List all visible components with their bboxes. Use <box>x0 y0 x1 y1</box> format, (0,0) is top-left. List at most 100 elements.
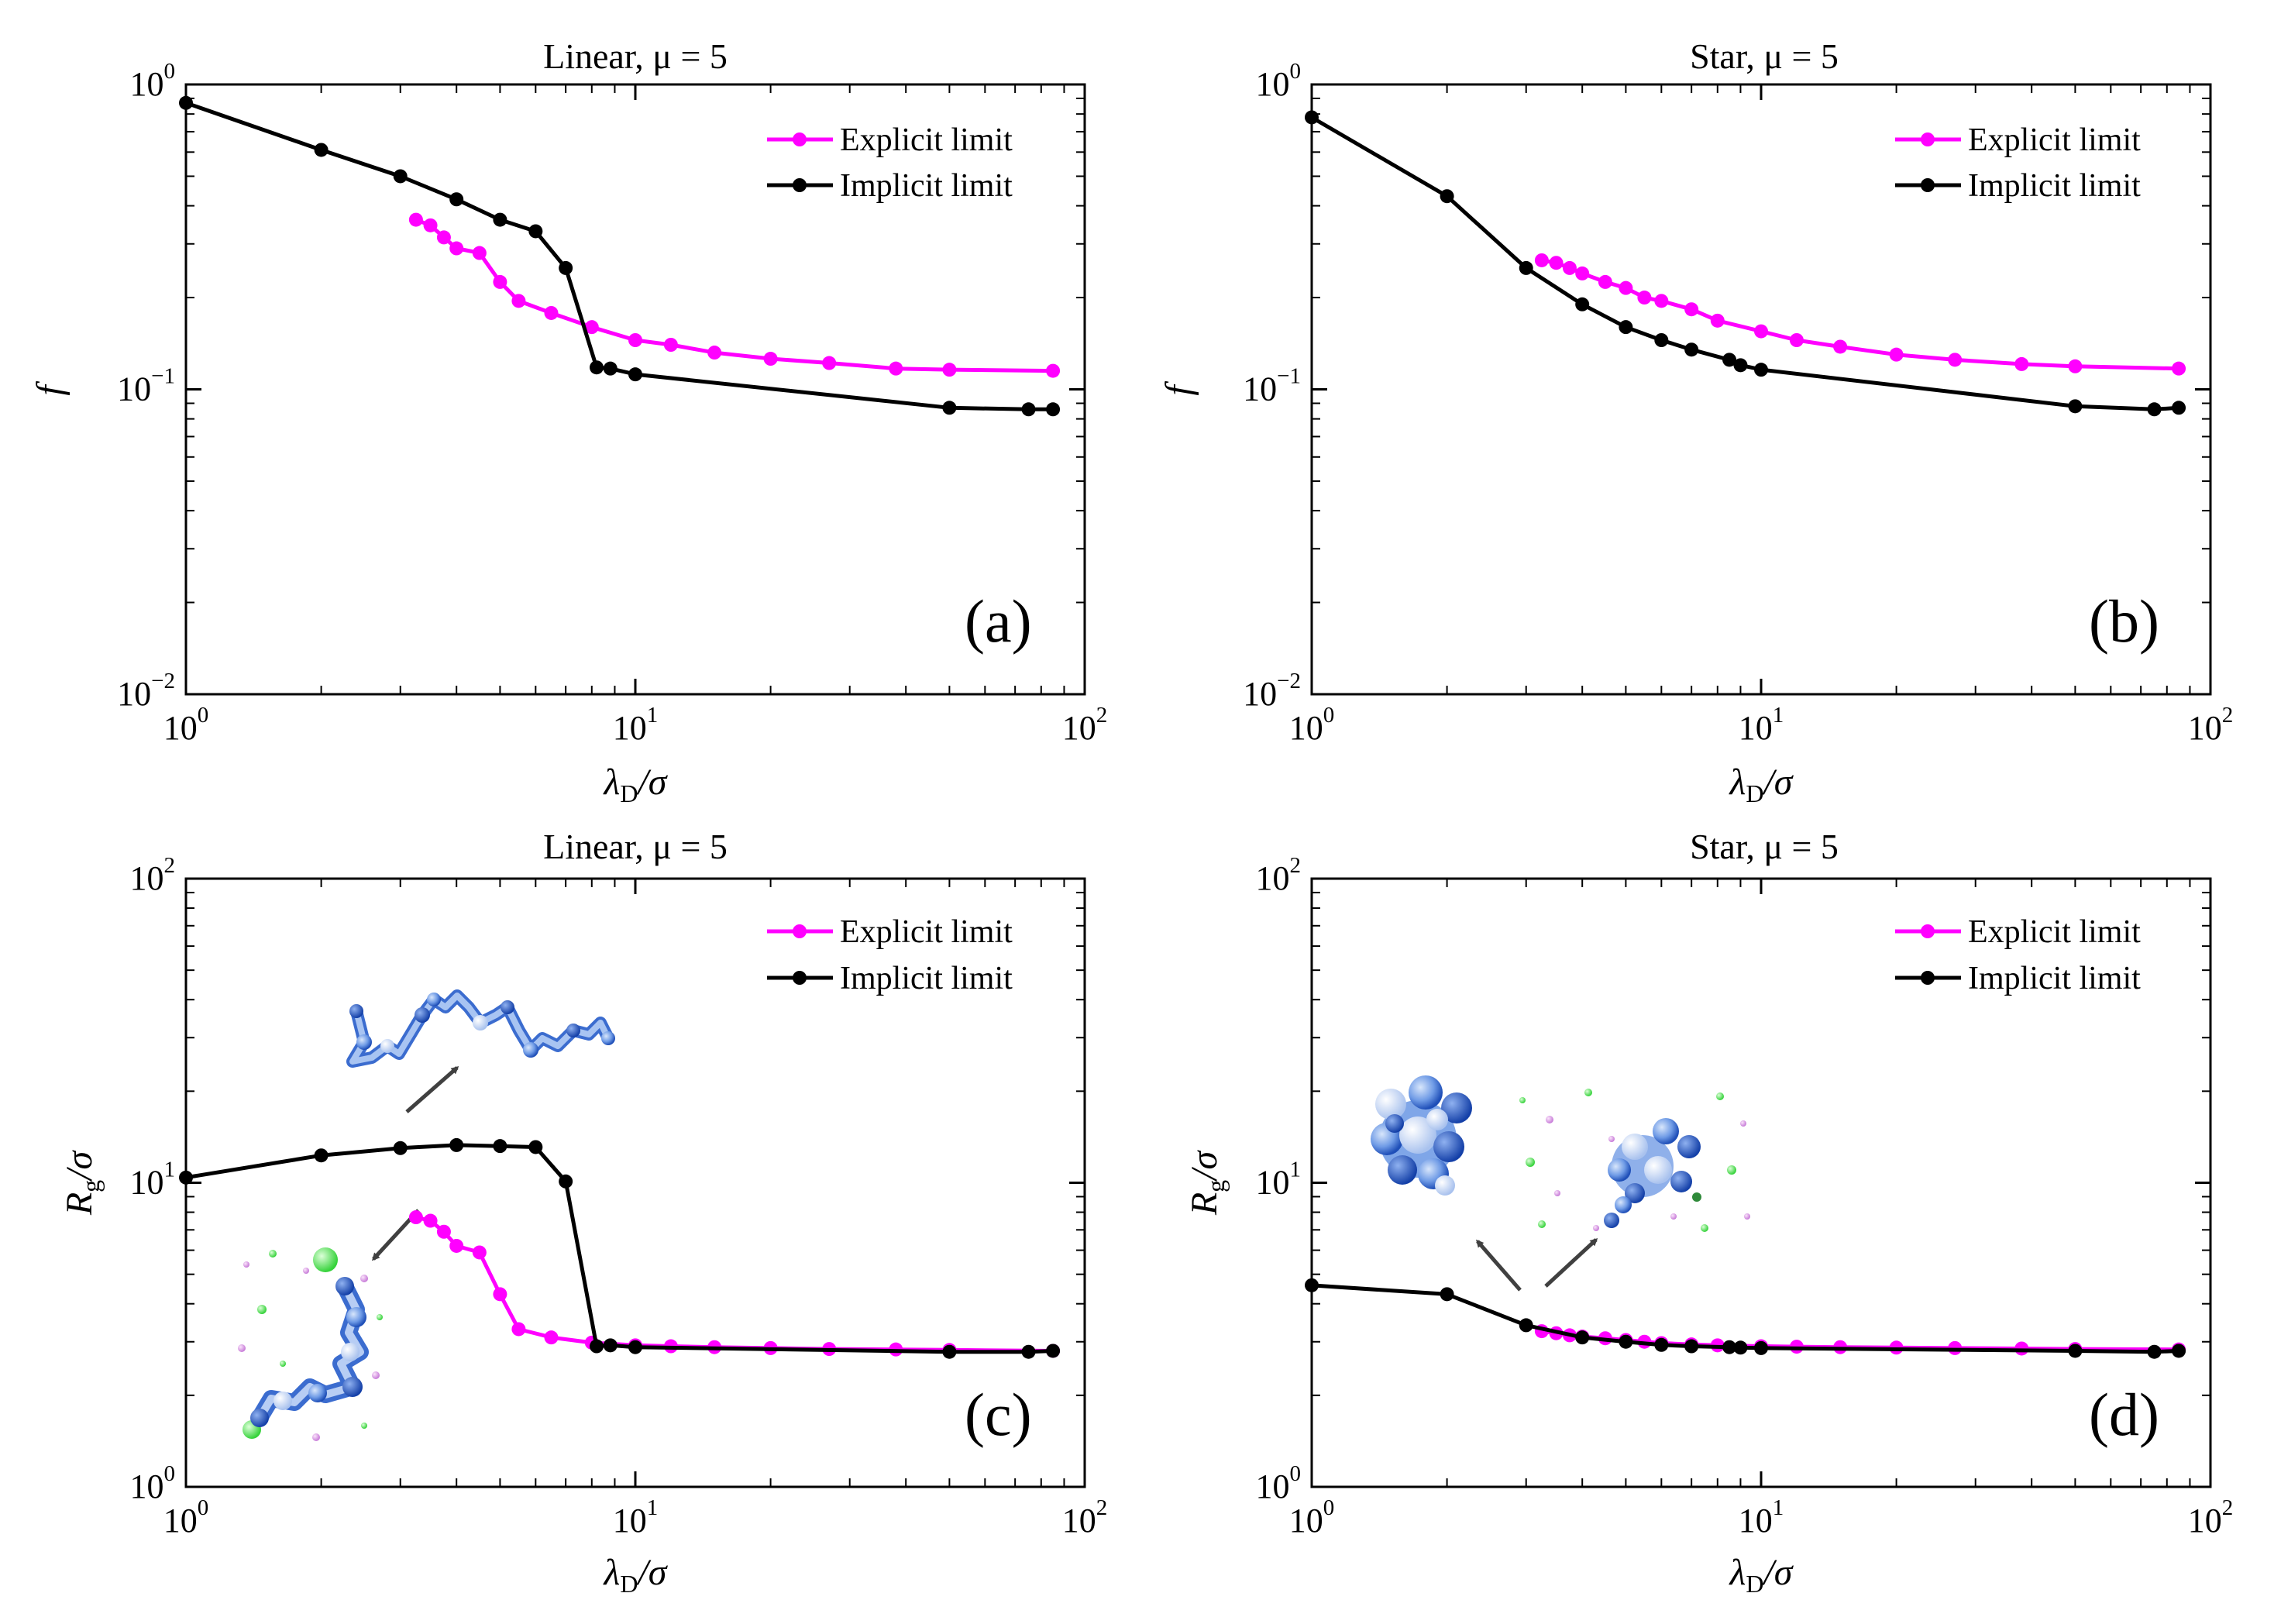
y-tick-label: 10−2 <box>1243 669 1301 713</box>
explicit-limit-point <box>2068 359 2083 373</box>
explicit-limit-point <box>493 1287 507 1302</box>
panel-b: Star, μ = 5 100 101 102 10−2 10−1 100 Explic… <box>1158 36 2233 807</box>
legend: Explicit limit Implicit limit <box>1895 122 2141 204</box>
panel-d: Star, μ = 5 100 101 102 100 101 102 <box>1184 827 2233 1598</box>
annotation-arrow <box>1544 1237 1598 1288</box>
implicit-limit-point <box>1722 1340 1737 1354</box>
implicit-limit-point <box>1733 358 1748 373</box>
implicit-limit-point <box>1305 1278 1319 1292</box>
implicit-limit-point <box>942 1344 957 1359</box>
explicit-limit-point <box>1046 363 1061 378</box>
y-tick-label: 100 <box>1256 59 1302 103</box>
panel-label: (c) <box>965 1381 1032 1448</box>
implicit-limit-point <box>1654 333 1669 348</box>
implicit-limit-point <box>628 1340 642 1354</box>
x-ticks: 100 101 102 <box>163 84 1108 747</box>
y-tick-label: 101 <box>1256 1158 1302 1202</box>
panel-title: Star, μ = 5 <box>1690 827 1839 866</box>
explicit-limit-point <box>436 230 451 245</box>
explicit-limit-point <box>1754 324 1768 339</box>
explicit-limit-point <box>942 363 957 377</box>
y-axis-label: Rg/σ <box>59 1150 105 1216</box>
explicit-limit-point <box>1654 294 1669 308</box>
y-ticks: 100 101 102 <box>130 853 1085 1505</box>
panel-label: (d) <box>2089 1381 2159 1448</box>
x-axis-label: λD/σ <box>1729 1552 1794 1598</box>
x-axis-label: λD/σ <box>603 762 669 807</box>
explicit-limit-point <box>408 212 423 227</box>
explicit-limit-line <box>415 1215 1054 1353</box>
implicit-limit-point <box>393 169 408 184</box>
explicit-limit-point <box>1534 253 1549 267</box>
y-ticks: 10−2 10−1 100 <box>117 59 1085 713</box>
legend-explicit-marker <box>793 132 807 146</box>
legend-implicit-label: Implicit limit <box>1968 168 2141 204</box>
legend-explicit-marker <box>1921 924 1935 938</box>
implicit-limit-point <box>590 1339 604 1354</box>
explicit-limit-point <box>763 352 778 366</box>
legend-implicit-label: Implicit limit <box>840 961 1013 996</box>
y-tick-label: 102 <box>130 853 176 897</box>
y-tick-label: 100 <box>130 1461 176 1505</box>
legend: Explicit limit Implicit limit <box>767 914 1013 996</box>
y-tick-label: 100 <box>1256 1461 1302 1505</box>
explicit-limit-point <box>707 346 722 360</box>
explicit-limit-point <box>544 1330 559 1345</box>
explicit-limit-point <box>1889 347 1904 362</box>
y-tick-label: 102 <box>1256 853 1302 897</box>
x-axis-label: λD/σ <box>603 1552 669 1598</box>
implicit-limit-point <box>1575 1330 1590 1345</box>
explicit-limit-point <box>1684 302 1699 317</box>
explicit-limit-point <box>1789 333 1804 348</box>
panel-label: (b) <box>2089 587 2159 655</box>
x-tick-label: 100 <box>1289 1495 1335 1540</box>
implicit-limit-point <box>1021 1344 1036 1359</box>
series-layer <box>1305 1278 2186 1359</box>
implicit-limit-point <box>1654 1337 1669 1352</box>
annotation-arrow <box>405 1066 459 1113</box>
implicit-limit-point <box>493 1139 507 1154</box>
explicit-limit-point <box>493 274 507 289</box>
implicit-limit-point <box>559 1174 573 1189</box>
explicit-limit-point <box>511 294 526 308</box>
implicit-limit-point <box>2172 1344 2186 1358</box>
implicit-limit-point <box>1619 320 1633 335</box>
x-ticks: 100 101 102 <box>1289 84 2234 747</box>
x-tick-label: 102 <box>2188 703 2234 747</box>
implicit-limit-point <box>1754 1340 1768 1355</box>
explicit-limit-point <box>2172 361 2186 376</box>
snapshot-linear-ions <box>232 1244 395 1445</box>
y-tick-label: 10−2 <box>117 669 175 713</box>
implicit-limit-point <box>2068 1344 2083 1358</box>
implicit-limit-point <box>1733 1340 1748 1355</box>
implicit-limit-point <box>449 192 464 207</box>
implicit-limit-point <box>2147 1344 2162 1359</box>
snapshot-linear-extended <box>346 989 615 1068</box>
y-axis-label: Rg/σ <box>1184 1150 1230 1216</box>
legend: Explicit limit Implicit limit <box>1895 914 2141 996</box>
x-ticks: 100 101 102 <box>1289 879 2233 1540</box>
explicit-limit-point <box>1619 280 1633 295</box>
snapshot-star-ions <box>1511 1085 1759 1240</box>
snapshot-star-compact <box>1371 1075 1472 1196</box>
x-tick-label: 102 <box>1062 703 1108 747</box>
explicit-limit-line <box>1541 1329 2179 1352</box>
series-layer <box>1305 110 2186 417</box>
y-tick-label: 101 <box>130 1158 176 1202</box>
x-tick-label: 100 <box>163 703 209 747</box>
explicit-limit-point <box>544 305 559 320</box>
implicit-limit-point <box>1046 402 1061 417</box>
y-axis-label: f <box>1158 381 1199 396</box>
legend-explicit-label: Explicit limit <box>840 914 1013 950</box>
explicit-limit-point <box>1637 291 1652 305</box>
series-layer <box>179 1137 1061 1359</box>
panel-label: (a) <box>965 587 1032 655</box>
explicit-limit-point <box>1710 313 1725 328</box>
panel-title: Linear, μ = 5 <box>543 36 728 76</box>
x-tick-label: 102 <box>1062 1495 1108 1540</box>
explicit-limit-point <box>822 356 837 370</box>
explicit-limit-point <box>472 1245 487 1260</box>
x-ticks: 100 101 102 <box>163 879 1108 1540</box>
implicit-limit-point <box>1305 110 1319 125</box>
panel-title: Linear, μ = 5 <box>543 827 728 866</box>
